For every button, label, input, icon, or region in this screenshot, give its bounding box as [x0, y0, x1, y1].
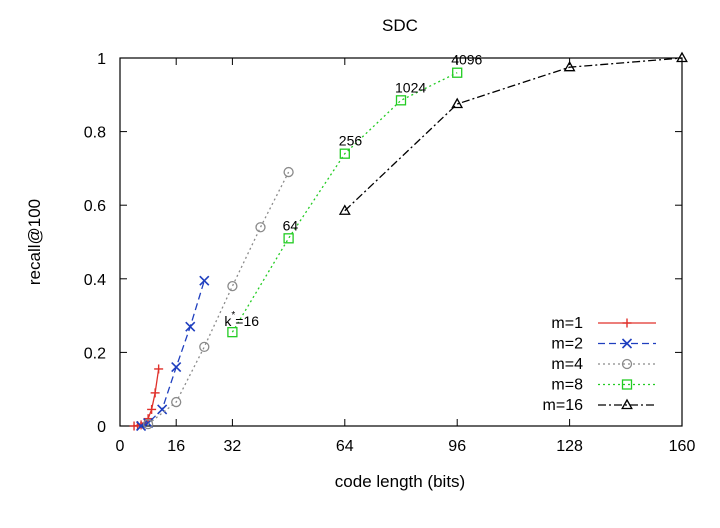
legend-label: m=1: [551, 315, 583, 332]
data-point: [339, 148, 350, 159]
x-tick-label: 96: [448, 438, 466, 455]
annotation-sup: *: [231, 310, 235, 321]
legend-marker: [622, 318, 632, 328]
legend-label: m=4: [551, 356, 583, 373]
annotation-base: k: [224, 313, 232, 329]
data-point: [338, 204, 351, 215]
x-tick-label: 128: [556, 438, 583, 455]
x-axis-label: code length (bits): [335, 472, 465, 491]
data-point: [227, 327, 238, 338]
data-point: [171, 362, 182, 373]
series-m=8: [227, 67, 463, 338]
y-tick-label: 0.6: [84, 198, 106, 215]
series-m=2: [136, 275, 210, 432]
legend-label: m=16: [543, 397, 584, 414]
data-point: [283, 233, 294, 244]
axis-ticks: 0 16 32 64 96 128 160 0 0.2 0.4 0.6 0.8 1: [84, 51, 696, 455]
series-line: [344, 57, 683, 212]
data-point: [563, 60, 576, 72]
x-tick-label: 0: [116, 438, 125, 455]
x-tick-label: 32: [224, 438, 242, 455]
data-point: [199, 275, 210, 286]
data-point: [185, 321, 196, 332]
legend-item-m=4: m=4: [551, 356, 656, 373]
series-m=16: [338, 51, 688, 215]
data-point: [199, 341, 210, 353]
x-tick-label: 160: [669, 438, 696, 455]
data-point: [147, 404, 157, 414]
legend-marker: [621, 379, 633, 390]
data-point: [255, 222, 266, 233]
data-point: [154, 364, 164, 374]
legend-item-m=8: m=8: [551, 377, 656, 394]
series-layer: [129, 51, 688, 432]
y-tick-label: 0.4: [84, 272, 106, 289]
data-point: [395, 95, 407, 106]
data-point: [676, 51, 688, 63]
annotation-rest: =16: [235, 313, 259, 329]
annotations-layer: k*=16 64 256 1024 4096: [224, 52, 482, 329]
data-point: [283, 166, 294, 178]
annotation-label: 1024: [395, 79, 426, 95]
legend-marker: [621, 398, 633, 410]
data-point: [143, 414, 153, 424]
annotation-label: k*=16: [224, 310, 259, 329]
chart-title: SDC: [382, 16, 418, 35]
y-tick-label: 0.2: [84, 345, 106, 362]
y-tick-label: 0: [97, 419, 106, 436]
legend-item-m=16: m=16: [543, 397, 656, 414]
data-point: [451, 97, 464, 109]
series-line: [147, 171, 290, 425]
plot-frame: [119, 57, 683, 427]
y-tick-label: 0.8: [84, 125, 106, 142]
annotation-label: 4096: [451, 52, 482, 68]
legend: m=1 m=2 m=4 m=8 m=16: [543, 315, 656, 414]
x-tick-label: 16: [167, 438, 185, 455]
x-tick-label: 64: [336, 438, 354, 455]
annotation-label: 256: [339, 133, 363, 149]
data-point: [142, 419, 154, 430]
data-point: [157, 404, 168, 415]
y-axis-label: recall@100: [25, 199, 44, 285]
data-point: [227, 281, 238, 292]
legend-label: m=2: [551, 336, 583, 353]
annotation-label: 64: [283, 217, 299, 233]
legend-item-m=1: m=1: [551, 315, 656, 332]
legend-marker: [621, 338, 633, 349]
legend-item-m=2: m=2: [551, 336, 656, 353]
legend-label: m=8: [551, 377, 583, 394]
series-line: [231, 72, 458, 333]
legend-marker: [621, 358, 633, 370]
data-point: [171, 396, 182, 408]
data-point: [150, 388, 160, 398]
series-m=4: [142, 166, 294, 430]
y-tick-label: 1: [97, 51, 106, 68]
data-point: [452, 67, 463, 78]
series-line: [133, 368, 160, 427]
